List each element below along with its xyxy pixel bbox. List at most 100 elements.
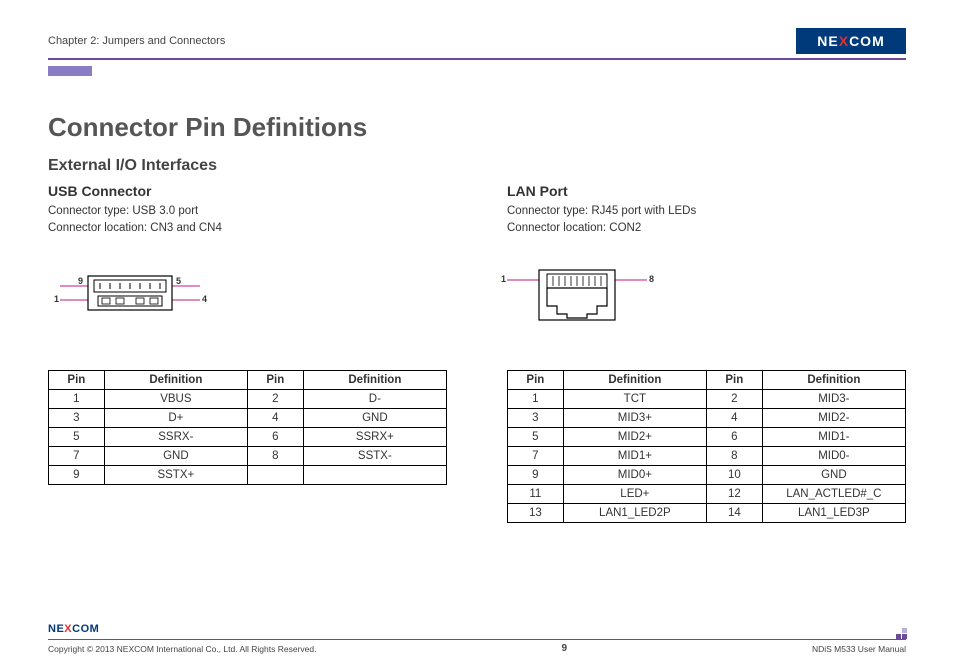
th-pin: Pin bbox=[706, 370, 762, 389]
cell-pin: 6 bbox=[706, 427, 762, 446]
cell-def: SSTX- bbox=[303, 446, 446, 465]
table-row: 9MID0+10GND bbox=[508, 465, 906, 484]
usb-diagram: 9 5 1 4 bbox=[60, 274, 220, 329]
table-row: 13LAN1_LED2P14LAN1_LED3P bbox=[508, 503, 906, 522]
cell-def: GND bbox=[303, 408, 446, 427]
lan-location: Connector location: CON2 bbox=[507, 220, 906, 237]
table-row: 3D+4GND bbox=[49, 408, 447, 427]
th-def: Definition bbox=[762, 370, 905, 389]
table-header-row: Pin Definition Pin Definition bbox=[49, 370, 447, 389]
cell-pin: 12 bbox=[706, 484, 762, 503]
lan-section: LAN Port Connector type: RJ45 port with … bbox=[507, 183, 906, 523]
table-row: 7GND8SSTX- bbox=[49, 446, 447, 465]
cell-pin: 3 bbox=[508, 408, 564, 427]
cell-def: MID3- bbox=[762, 389, 905, 408]
logo-post: COM bbox=[849, 33, 885, 49]
lan-title: LAN Port bbox=[507, 183, 906, 199]
cell-def: MID2- bbox=[762, 408, 905, 427]
cell-pin: 3 bbox=[49, 408, 105, 427]
table-row: 5SSRX-6SSRX+ bbox=[49, 427, 447, 446]
th-def: Definition bbox=[104, 370, 247, 389]
usb-section: USB Connector Connector type: USB 3.0 po… bbox=[48, 183, 447, 523]
lan-diagram: 1 8 bbox=[507, 266, 667, 331]
cell-def: MID0+ bbox=[563, 465, 706, 484]
cell-pin: 5 bbox=[508, 427, 564, 446]
usb-pin-table: Pin Definition Pin Definition 1VBUS2D-3D… bbox=[48, 370, 447, 485]
cell-def: LAN_ACTLED#_C bbox=[762, 484, 905, 503]
cell-def: LAN1_LED2P bbox=[563, 503, 706, 522]
cell-pin: 9 bbox=[49, 465, 105, 484]
side-tab bbox=[48, 66, 92, 76]
usb-pin-9: 9 bbox=[78, 276, 83, 286]
page-title: Connector Pin Definitions bbox=[48, 112, 906, 143]
cell-pin: 9 bbox=[508, 465, 564, 484]
cell-def: SSRX+ bbox=[303, 427, 446, 446]
cell-def bbox=[303, 465, 446, 484]
cell-pin: 14 bbox=[706, 503, 762, 522]
lan-pin-table: Pin Definition Pin Definition 1TCT2MID3-… bbox=[507, 370, 906, 523]
table-row: 1TCT2MID3- bbox=[508, 389, 906, 408]
cell-pin bbox=[247, 465, 303, 484]
usb-location: Connector location: CN3 and CN4 bbox=[48, 220, 447, 237]
cell-def: TCT bbox=[563, 389, 706, 408]
table-row: 3MID3+4MID2- bbox=[508, 408, 906, 427]
cell-def: SSTX+ bbox=[104, 465, 247, 484]
table-row: 5MID2+6MID1- bbox=[508, 427, 906, 446]
cell-pin: 4 bbox=[247, 408, 303, 427]
cell-pin: 2 bbox=[706, 389, 762, 408]
cell-pin: 5 bbox=[49, 427, 105, 446]
logo-pre: NE bbox=[48, 623, 64, 635]
table-row: 11LED+12LAN_ACTLED#_C bbox=[508, 484, 906, 503]
table-header-row: Pin Definition Pin Definition bbox=[508, 370, 906, 389]
cell-pin: 7 bbox=[508, 446, 564, 465]
usb-pin-5: 5 bbox=[176, 276, 181, 286]
footer-logo: NEXCOM bbox=[48, 621, 120, 637]
logo-pre: NE bbox=[817, 33, 838, 49]
corner-icon bbox=[896, 628, 908, 640]
cell-def: D- bbox=[303, 389, 446, 408]
cell-pin: 1 bbox=[508, 389, 564, 408]
cell-pin: 6 bbox=[247, 427, 303, 446]
cell-def: GND bbox=[762, 465, 905, 484]
nexcom-logo: NEXCOM bbox=[796, 28, 906, 54]
logo-x: X bbox=[64, 623, 72, 635]
cell-def: GND bbox=[104, 446, 247, 465]
footer: NEXCOM Copyright © 2013 NEXCOM Internati… bbox=[48, 619, 906, 655]
th-def: Definition bbox=[563, 370, 706, 389]
chapter-title: Chapter 2: Jumpers and Connectors bbox=[48, 35, 225, 47]
cell-pin: 7 bbox=[49, 446, 105, 465]
usb-title: USB Connector bbox=[48, 183, 447, 199]
table-row: 1VBUS2D- bbox=[49, 389, 447, 408]
subsection-title: External I/O Interfaces bbox=[48, 157, 906, 175]
th-pin: Pin bbox=[247, 370, 303, 389]
cell-def: VBUS bbox=[104, 389, 247, 408]
cell-def: MID1+ bbox=[563, 446, 706, 465]
manual-name: NDiS M533 User Manual bbox=[812, 644, 906, 654]
cell-pin: 10 bbox=[706, 465, 762, 484]
th-pin: Pin bbox=[508, 370, 564, 389]
usb-pin-4: 4 bbox=[202, 294, 207, 304]
th-def: Definition bbox=[303, 370, 446, 389]
cell-def: MID0- bbox=[762, 446, 905, 465]
usb-type: Connector type: USB 3.0 port bbox=[48, 203, 447, 220]
table-row: 9SSTX+ bbox=[49, 465, 447, 484]
logo-x: X bbox=[839, 33, 849, 49]
table-row: 7MID1+8MID0- bbox=[508, 446, 906, 465]
page-number: 9 bbox=[561, 643, 567, 654]
cell-pin: 8 bbox=[247, 446, 303, 465]
cell-def: LAN1_LED3P bbox=[762, 503, 905, 522]
usb-pin-1: 1 bbox=[54, 294, 59, 304]
cell-def: SSRX- bbox=[104, 427, 247, 446]
cell-def: LED+ bbox=[563, 484, 706, 503]
cell-def: MID2+ bbox=[563, 427, 706, 446]
cell-pin: 1 bbox=[49, 389, 105, 408]
cell-pin: 11 bbox=[508, 484, 564, 503]
cell-pin: 2 bbox=[247, 389, 303, 408]
cell-def: MID1- bbox=[762, 427, 905, 446]
th-pin: Pin bbox=[49, 370, 105, 389]
cell-pin: 4 bbox=[706, 408, 762, 427]
lan-type: Connector type: RJ45 port with LEDs bbox=[507, 203, 906, 220]
footer-rule bbox=[48, 639, 906, 641]
lan-pin-1: 1 bbox=[501, 274, 506, 284]
cell-def: MID3+ bbox=[563, 408, 706, 427]
